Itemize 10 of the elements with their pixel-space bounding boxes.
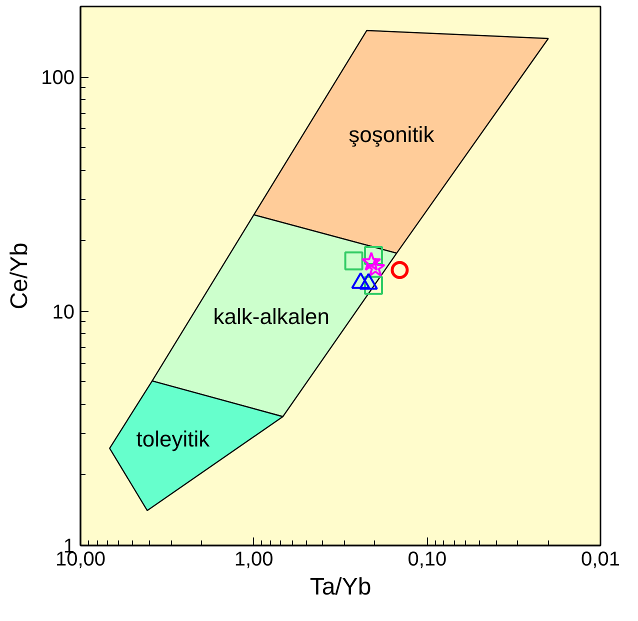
- y-tick-label: 100: [41, 67, 75, 90]
- x-tick-label: 1,00: [234, 548, 274, 570]
- x-tick-label: 0,10: [408, 548, 447, 570]
- series-label: şoşonitik: [348, 122, 436, 147]
- y-tick-label: 10: [52, 301, 75, 324]
- series-label: kalk-alkalen: [213, 304, 330, 329]
- series-label: toleyitik: [136, 426, 211, 452]
- y-axis-title: Ce/Yb: [6, 242, 34, 310]
- x-axis-title: Ta/Yb: [310, 574, 372, 600]
- x-tick-label: 0,01: [581, 548, 620, 570]
